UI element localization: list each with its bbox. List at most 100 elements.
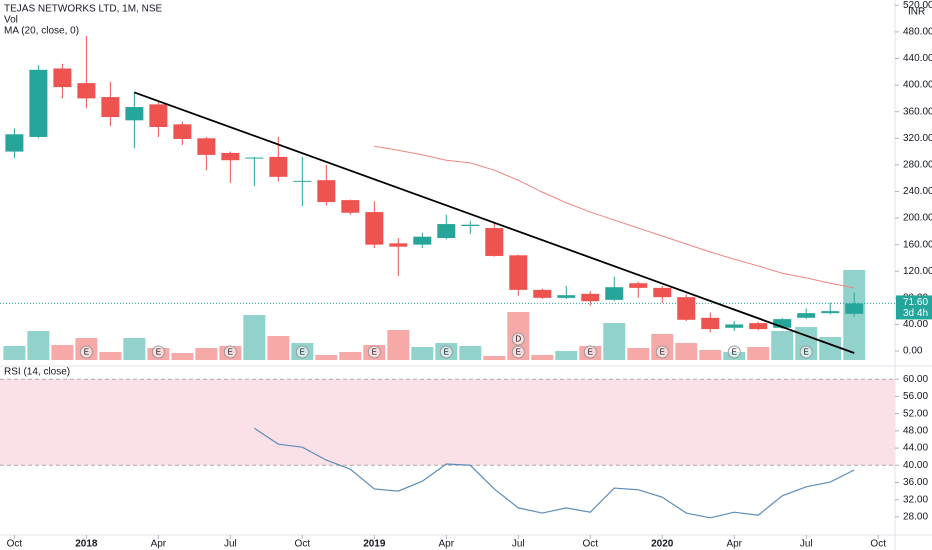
volume-bar: [411, 347, 434, 360]
candle-body: [821, 311, 840, 314]
volume-bar: [243, 315, 266, 360]
volume-bar: [387, 330, 410, 360]
earnings-label: E: [372, 348, 377, 357]
y-tick-label: 44.00: [903, 443, 928, 454]
last-price-badge: [896, 295, 932, 320]
candle-body: [797, 313, 816, 318]
countdown-label: 3d 4h: [903, 308, 928, 319]
earnings-marker: [655, 345, 669, 359]
candle-body: [341, 200, 360, 213]
candle-body: [773, 319, 792, 328]
candle-body: [845, 303, 864, 314]
ma-line: [374, 145, 855, 289]
candle-body: [533, 289, 552, 298]
earnings-label: E: [660, 348, 665, 357]
volume-bar: [3, 346, 26, 360]
earnings-marker: [367, 345, 381, 359]
rsi-band: [0, 379, 895, 466]
y-tick-label: 40.00: [903, 319, 928, 330]
candle-body: [725, 324, 744, 328]
x-tick-label: 2020: [651, 539, 674, 550]
x-tick-label: Jul: [800, 539, 813, 550]
volume-bar: [771, 331, 794, 360]
earnings-marker: [223, 345, 237, 359]
earnings-label: E: [444, 348, 449, 357]
earnings-marker: [151, 345, 165, 359]
x-tick-label: 2019: [363, 539, 386, 550]
y-tick-label: 120.00: [903, 266, 932, 277]
earnings-label: E: [84, 348, 89, 357]
x-tick-label: Oct: [7, 539, 23, 550]
x-tick-label: Apr: [439, 539, 455, 550]
volume-bar: [51, 345, 74, 360]
rsi-line: [254, 427, 855, 519]
x-tick-label: Apr: [151, 539, 167, 550]
candle-body: [365, 212, 384, 245]
y-tick-label: 28.00: [903, 512, 928, 523]
y-tick-label: 52.00: [903, 408, 928, 419]
y-tick-label: 60.00: [903, 374, 928, 385]
candle-body: [5, 134, 24, 152]
candle-body: [749, 323, 768, 330]
earnings-label: E: [228, 348, 233, 357]
candle-body: [653, 287, 672, 298]
y-tick-label: 48.00: [903, 425, 928, 436]
volume-bar: [123, 338, 146, 360]
earnings-marker: [583, 345, 597, 359]
earnings-label: E: [588, 348, 593, 357]
y-tick-label: 240.00: [903, 186, 932, 197]
x-tick-label: 2018: [75, 539, 98, 550]
candle-body: [485, 228, 504, 256]
candle-body: [77, 83, 96, 99]
candle-body: [125, 107, 144, 121]
earnings-label: E: [300, 348, 305, 357]
volume-bar: [315, 355, 338, 360]
candle-body: [269, 156, 288, 177]
candle-body: [317, 180, 336, 203]
volume-bar: [267, 336, 290, 360]
candle-body: [677, 297, 696, 320]
candle-body: [29, 69, 48, 137]
earnings-label: E: [804, 348, 809, 357]
candle-body: [53, 68, 72, 88]
candle-body: [701, 317, 720, 330]
candle-body: [629, 283, 648, 288]
y-tick-label: 36.00: [903, 477, 928, 488]
dividend-label: D: [515, 335, 521, 344]
y-tick-label: 160.00: [903, 239, 932, 250]
last-price-label: 71.60: [903, 297, 928, 308]
volume-bar: [603, 323, 626, 360]
candle-body: [293, 180, 312, 182]
x-tick-label: Jul: [512, 539, 525, 550]
earnings-marker: [439, 345, 453, 359]
x-tick-label: Jul: [224, 539, 237, 550]
earnings-marker: [511, 345, 525, 359]
earnings-marker: [799, 345, 813, 359]
volume-label: Vol: [4, 15, 18, 26]
earnings-label: E: [516, 348, 521, 357]
volume-bar: [483, 356, 506, 360]
candle-body: [437, 224, 456, 239]
candle-body: [461, 224, 480, 227]
y-tick-label: 440.00: [903, 53, 932, 64]
x-tick-label: Apr: [726, 539, 742, 550]
y-tick-label: 320.00: [903, 133, 932, 144]
y-tick-label: 400.00: [903, 80, 932, 91]
candle-body: [389, 243, 408, 247]
candle-body: [149, 104, 168, 127]
rsi-label: RSI (14, close): [4, 367, 70, 378]
candle-body: [221, 152, 240, 161]
volume-bar: [171, 353, 194, 360]
y-tick-label: 520.00: [903, 0, 932, 11]
volume-bar: [627, 348, 650, 360]
x-tick-label: Oct: [582, 539, 598, 550]
ma-label: MA (20, close, 0): [4, 26, 79, 37]
volume-bar: [747, 347, 770, 360]
candle-body: [413, 236, 432, 245]
volume-bar: [555, 351, 578, 360]
x-tick-label: Oct: [295, 539, 311, 550]
dividend-marker: [511, 332, 525, 346]
volume-bar: [819, 337, 842, 360]
